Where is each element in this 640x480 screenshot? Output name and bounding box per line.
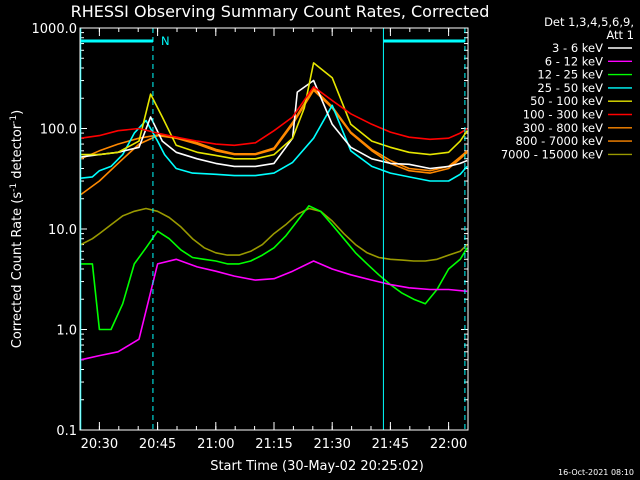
series-line-800-7000kev bbox=[80, 87, 468, 172]
y-tick-label: 1000.0 bbox=[32, 22, 78, 37]
x-tick-label: 22:00 bbox=[430, 437, 467, 452]
markers-layer: N bbox=[80, 28, 466, 430]
x-tick-label: 21:30 bbox=[313, 437, 350, 452]
legend-entry-label: 25 - 50 keV bbox=[537, 81, 603, 95]
legend-header-line-1: Det 1,3,4,5,6,9, bbox=[544, 15, 634, 29]
x-tick-label: 20:45 bbox=[139, 437, 176, 452]
legend-header-line-2: Att 1 bbox=[606, 28, 634, 42]
series-line-300-800kev bbox=[80, 89, 468, 196]
legend-entry-label: 50 - 100 keV bbox=[530, 94, 603, 108]
series-line-7000-15000kev bbox=[80, 207, 468, 262]
legend-entry-label: 300 - 800 keV bbox=[523, 121, 603, 135]
x-tick-label: 20:30 bbox=[81, 437, 118, 452]
series-line-25-50kev bbox=[80, 104, 468, 182]
y-axis-label: Corrected Count Rate (s-1 detector-1) bbox=[9, 110, 25, 348]
y-axis-ticks: 0.1 1.0 10.0 100.0 1000.0 bbox=[32, 22, 468, 439]
x-axis-label: Start Time (30-May-02 20:25:02) bbox=[210, 459, 424, 474]
x-tick-label: 21:15 bbox=[255, 437, 292, 452]
x-tick-label: 21:45 bbox=[372, 437, 409, 452]
y-tick-label: 1.0 bbox=[56, 324, 77, 339]
legend-entry-label: 100 - 300 keV bbox=[523, 108, 603, 122]
series-line-12-25kev bbox=[80, 205, 468, 331]
generation-timestamp: 16-Oct-2021 08:10 bbox=[558, 468, 634, 477]
chart-title: RHESSI Observing Summary Count Rates, Co… bbox=[71, 2, 490, 21]
legend-entry-label: 3 - 6 keV bbox=[552, 41, 603, 55]
x-tick-label: 21:00 bbox=[197, 437, 234, 452]
x-axis-ticks: 20:30 20:45 21:00 21:15 21:30 21:45 22:00 bbox=[81, 28, 467, 452]
y-tick-label: 10.0 bbox=[48, 223, 77, 238]
night-flag-label: N bbox=[161, 34, 170, 48]
series-line-6-12kev bbox=[80, 258, 468, 361]
legend-entry-label: 12 - 25 keV bbox=[537, 68, 603, 82]
series-line-3-6kev bbox=[80, 79, 468, 170]
legend-entry-label: 6 - 12 keV bbox=[545, 54, 603, 68]
y-tick-label: 0.1 bbox=[56, 424, 77, 439]
plot-frame bbox=[79, 27, 469, 431]
series-layer bbox=[80, 62, 468, 361]
series-line-100-300kev bbox=[80, 86, 468, 147]
series-line-50-100kev bbox=[80, 62, 468, 160]
y-tick-label: 100.0 bbox=[40, 123, 77, 138]
legend-entry-label: 7000 - 15000 keV bbox=[501, 147, 603, 161]
legend-entry-label: 800 - 7000 keV bbox=[515, 134, 603, 148]
